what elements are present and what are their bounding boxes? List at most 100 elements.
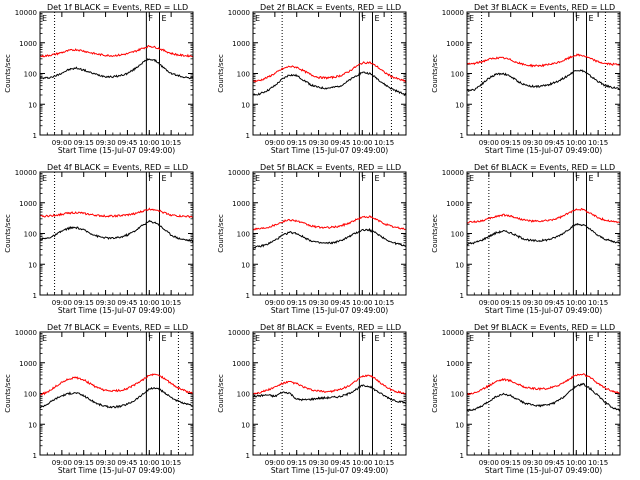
x-tick-label: 10:00 <box>139 299 159 307</box>
x-tick-label: 10:15 <box>374 139 394 147</box>
series-line-events <box>252 384 407 404</box>
marker-letter: F <box>148 14 153 23</box>
y-tick-label: 10000 <box>228 9 250 17</box>
y-tick-label: 10 <box>241 101 250 109</box>
y-tick-label: 1 <box>33 292 37 300</box>
y-tick-label: 10 <box>241 261 250 269</box>
y-tick-label: 10 <box>28 261 37 269</box>
chart-panel-4: Det 4f BLACK = Events, RED = LLD Counts/s… <box>4 163 194 315</box>
x-tick-label: 10:15 <box>588 459 608 467</box>
plot-frame <box>39 171 194 296</box>
y-tick-label: 1000 <box>232 360 250 368</box>
y-tick-label: 1 <box>33 452 37 460</box>
x-tick-label: 09:30 <box>522 139 542 147</box>
y-axis-label: Counts/sec <box>217 214 225 253</box>
marker-letter: E <box>374 174 379 183</box>
x-tick-label: 09:15 <box>74 139 94 147</box>
y-tick-label: 1000 <box>446 200 464 208</box>
y-tick-label: 1000 <box>19 40 37 48</box>
marker-letter: E <box>42 14 47 23</box>
y-tick-label: 10 <box>28 101 37 109</box>
chart-title: Det 5f BLACK = Events, RED = LLD <box>260 163 401 172</box>
series-line-lld <box>39 44 194 58</box>
y-tick-label: 1000 <box>232 200 250 208</box>
x-tick-label: 10:00 <box>566 299 586 307</box>
series-line-events <box>39 386 194 409</box>
marker-letter: E <box>255 174 260 183</box>
y-tick-label: 10000 <box>228 169 250 177</box>
x-tick-label: 09:15 <box>501 459 521 467</box>
series-line-events <box>39 219 194 243</box>
plot-frame <box>39 331 194 456</box>
y-tick-label: 100 <box>24 391 37 399</box>
marker-letter: E <box>161 334 166 343</box>
x-tick-label: 09:00 <box>479 459 499 467</box>
y-tick-label: 100 <box>451 231 464 239</box>
x-tick-label: 09:45 <box>330 299 350 307</box>
marker-letter: E <box>588 14 593 23</box>
y-tick-label: 10000 <box>15 169 37 177</box>
x-tick-label: 09:30 <box>522 299 542 307</box>
y-tick-label: 100 <box>451 391 464 399</box>
x-tick-label: 09:00 <box>52 299 72 307</box>
y-axis-label: Counts/sec <box>431 374 439 413</box>
plot-frame <box>466 331 621 456</box>
chart-panel-2: Det 2f BLACK = Events, RED = LLD Counts/s… <box>217 3 407 155</box>
y-tick-label: 10 <box>455 421 464 429</box>
x-axis-label: Start Time (15-Jul-07 09:49:00) <box>485 306 602 315</box>
y-tick-label: 100 <box>451 71 464 79</box>
marker-letter: E <box>588 334 593 343</box>
x-axis-label: Start Time (15-Jul-07 09:49:00) <box>271 146 388 155</box>
chart-title: Det 1f BLACK = Events, RED = LLD <box>47 3 188 12</box>
chart-panel-9: Det 9f BLACK = Events, RED = LLD Counts/s… <box>431 323 621 475</box>
y-tick-label: 10000 <box>442 329 464 337</box>
marker-letter: E <box>374 14 379 23</box>
x-tick-label: 09:45 <box>330 139 350 147</box>
x-tick-label: 09:45 <box>544 299 564 307</box>
y-tick-label: 1000 <box>19 360 37 368</box>
x-tick-label: 10:00 <box>139 459 159 467</box>
x-tick-label: 10:15 <box>161 139 181 147</box>
plot-frame <box>466 11 621 136</box>
chart-title: Det 7f BLACK = Events, RED = LLD <box>47 323 188 332</box>
series-line-lld <box>252 215 407 231</box>
x-axis-label: Start Time (15-Jul-07 09:49:00) <box>485 466 602 475</box>
plot-frame <box>252 171 407 296</box>
x-tick-label: 09:30 <box>522 459 542 467</box>
x-tick-label: 09:15 <box>74 299 94 307</box>
y-tick-label: 1000 <box>446 360 464 368</box>
y-tick-label: 10000 <box>15 329 37 337</box>
chart-title: Det 6f BLACK = Events, RED = LLD <box>474 163 615 172</box>
marker-letter: F <box>575 14 580 23</box>
series-line-events <box>253 71 407 97</box>
series-line-lld <box>39 373 193 396</box>
x-tick-label: 10:15 <box>374 459 394 467</box>
x-tick-label: 10:15 <box>588 299 608 307</box>
x-tick-label: 10:00 <box>566 459 586 467</box>
x-axis-label: Start Time (15-Jul-07 09:49:00) <box>271 466 388 475</box>
y-axis-label: Counts/sec <box>431 54 439 93</box>
plot-frame <box>39 11 194 136</box>
series-line-events <box>466 69 621 92</box>
chart-title: Det 8f BLACK = Events, RED = LLD <box>260 323 401 332</box>
y-axis-label: Counts/sec <box>4 54 12 93</box>
series-line-lld <box>39 207 194 219</box>
series-line-events <box>466 222 621 246</box>
marker-letter: E <box>374 334 379 343</box>
y-tick-label: 100 <box>24 71 37 79</box>
y-axis-label: Counts/sec <box>4 374 12 413</box>
x-tick-label: 09:30 <box>308 139 328 147</box>
chart-title: Det 4f BLACK = Events, RED = LLD <box>47 163 188 172</box>
marker-letter: E <box>255 14 260 23</box>
x-tick-label: 09:45 <box>117 299 137 307</box>
y-axis-label: Counts/sec <box>4 214 12 253</box>
marker-letter: E <box>255 334 260 343</box>
y-axis-label: Counts/sec <box>217 54 225 93</box>
x-tick-label: 09:15 <box>501 299 521 307</box>
series-line-events <box>466 382 621 412</box>
marker-letter: E <box>588 174 593 183</box>
series-line-lld <box>466 207 621 224</box>
marker-letter: F <box>575 174 580 183</box>
x-tick-label: 09:30 <box>95 459 115 467</box>
x-tick-label: 10:15 <box>161 459 181 467</box>
